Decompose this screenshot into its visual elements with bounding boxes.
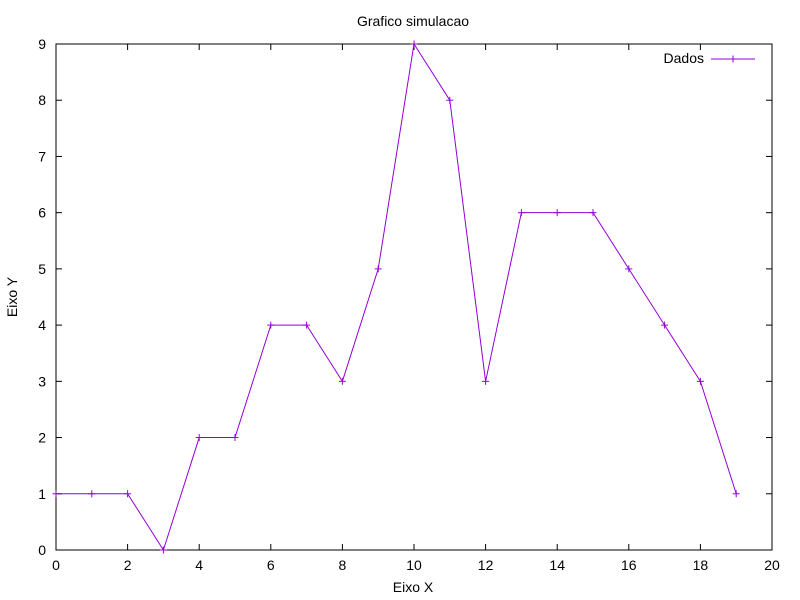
data-point: [589, 209, 597, 217]
x-axis-ticks: 0 2 4 6 8 10 12 14 16 18 20: [52, 44, 780, 573]
chart-title: Grafico simulacao: [357, 13, 469, 29]
x-tick-label: 4: [195, 557, 203, 573]
plot-area: [55, 43, 773, 551]
series-line-dados: [56, 42, 737, 552]
x-tick-label: 0: [52, 557, 60, 573]
x-tick-label: 16: [621, 557, 637, 573]
x-axis-label: Eixo X: [393, 579, 434, 595]
x-tick-label: 6: [267, 557, 275, 573]
y-tick-label: 6: [38, 205, 46, 221]
data-point: [52, 490, 60, 498]
data-point: [159, 546, 167, 554]
data-point: [267, 321, 275, 329]
data-point: [661, 321, 669, 329]
data-point: [338, 377, 346, 385]
y-tick-label: 9: [38, 36, 46, 52]
data-point: [88, 490, 96, 498]
data-point: [625, 265, 633, 273]
data-point: [696, 377, 704, 385]
data-point: [374, 265, 382, 273]
y-tick-label: 2: [38, 430, 46, 446]
x-tick-label: 12: [478, 557, 494, 573]
y-axis-ticks: 0 1 2 3 4 5 6 7 8 9: [38, 36, 772, 558]
plot-frame: [55, 43, 773, 551]
legend: Dados: [664, 50, 755, 66]
y-tick-label: 8: [38, 92, 46, 108]
data-point: [553, 209, 561, 217]
x-tick-label: 20: [764, 557, 780, 573]
data-point: [231, 434, 239, 442]
x-tick-label: 2: [124, 557, 132, 573]
y-tick-label: 7: [38, 148, 46, 164]
data-point: [195, 434, 203, 442]
y-tick-label: 5: [38, 261, 46, 277]
data-point: [517, 209, 525, 217]
data-point: [446, 96, 454, 104]
data-point: [124, 490, 132, 498]
data-point: [303, 321, 311, 329]
data-point: [482, 377, 490, 385]
x-tick-label: 18: [693, 557, 709, 573]
data-point: [732, 490, 740, 498]
series-layer: [52, 40, 740, 554]
y-tick-label: 1: [38, 486, 46, 502]
y-axis-label: Eixo Y: [4, 276, 20, 317]
legend-entry-label: Dados: [664, 50, 704, 66]
y-tick-label: 0: [38, 542, 46, 558]
x-tick-label: 14: [549, 557, 565, 573]
x-tick-label: 8: [339, 557, 347, 573]
y-tick-label: 4: [38, 317, 46, 333]
data-point: [410, 40, 418, 48]
x-tick-label: 10: [406, 557, 422, 573]
y-tick-label: 3: [38, 373, 46, 389]
